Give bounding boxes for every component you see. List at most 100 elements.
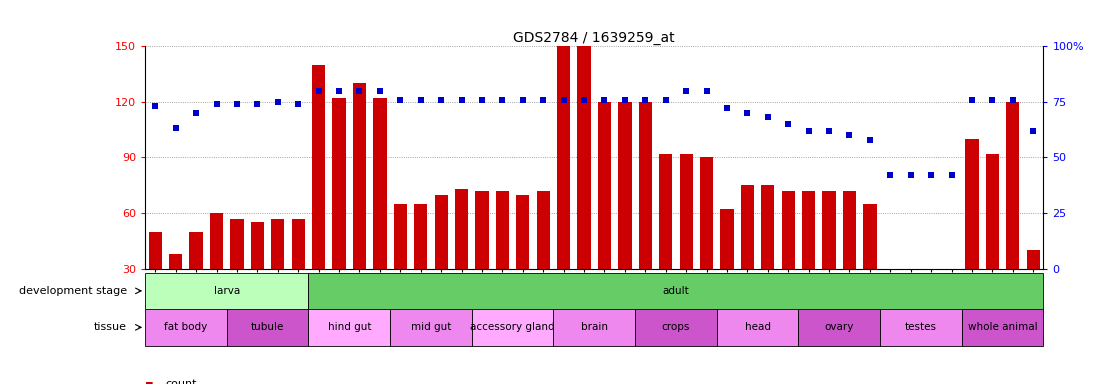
Bar	[965, 139, 979, 269]
Point	[657, 96, 675, 103]
Text: testes: testes	[905, 322, 937, 333]
Point	[943, 172, 961, 178]
Point	[473, 96, 491, 103]
Bar	[373, 98, 386, 269]
Text: accessory gland: accessory gland	[470, 322, 555, 333]
Point	[840, 132, 858, 138]
Point	[350, 88, 368, 94]
Bar	[210, 213, 223, 269]
Bar	[472, 309, 554, 346]
Point	[310, 88, 328, 94]
Point	[860, 137, 878, 143]
Bar	[577, 46, 590, 269]
Point	[1024, 127, 1042, 134]
Bar	[227, 309, 308, 346]
Point	[555, 96, 573, 103]
Point	[882, 172, 899, 178]
Bar	[1027, 250, 1040, 269]
Point	[575, 96, 593, 103]
Text: ovary: ovary	[825, 322, 854, 333]
Text: count: count	[165, 379, 196, 384]
Bar	[924, 269, 937, 306]
Bar	[802, 191, 816, 269]
Bar	[598, 102, 612, 269]
Bar	[554, 309, 635, 346]
Point	[208, 101, 225, 107]
Point	[800, 127, 818, 134]
Bar	[700, 157, 713, 269]
Point	[922, 172, 940, 178]
Point	[146, 103, 164, 109]
Point	[739, 110, 757, 116]
Bar	[434, 195, 448, 269]
Bar	[798, 309, 881, 346]
Bar	[333, 98, 346, 269]
Point	[371, 88, 388, 94]
Bar	[945, 269, 959, 302]
Bar	[496, 191, 509, 269]
Text: fat body: fat body	[164, 322, 208, 333]
Point	[289, 101, 307, 107]
Bar	[660, 154, 672, 269]
Text: brain: brain	[580, 322, 608, 333]
Point	[759, 114, 777, 121]
Point	[902, 172, 920, 178]
Bar	[864, 204, 876, 269]
Point	[636, 96, 654, 103]
Bar	[761, 185, 775, 269]
Point	[596, 96, 614, 103]
Point	[616, 96, 634, 103]
Point	[453, 96, 471, 103]
Bar	[312, 65, 325, 269]
Bar	[353, 83, 366, 269]
Bar	[190, 232, 203, 269]
Point	[187, 110, 205, 116]
Point	[249, 101, 267, 107]
Text: hind gut: hind gut	[327, 322, 371, 333]
Text: crops: crops	[662, 322, 690, 333]
Point	[269, 99, 287, 105]
Bar	[145, 273, 308, 309]
Point	[493, 96, 511, 103]
Point	[1004, 96, 1022, 103]
Text: development stage: development stage	[19, 286, 127, 296]
Bar	[271, 219, 285, 269]
Point	[412, 96, 430, 103]
Bar	[618, 102, 632, 269]
Point	[698, 88, 715, 94]
Point	[432, 96, 450, 103]
Point	[677, 88, 695, 94]
Text: tubule: tubule	[251, 322, 285, 333]
Bar	[475, 191, 489, 269]
Bar	[716, 309, 798, 346]
Bar	[394, 204, 407, 269]
Point	[513, 96, 531, 103]
Bar	[904, 269, 917, 302]
Bar	[455, 189, 469, 269]
Text: larva: larva	[213, 286, 240, 296]
Bar	[230, 219, 243, 269]
Bar	[251, 222, 264, 269]
Bar	[962, 309, 1043, 346]
Text: tissue: tissue	[94, 322, 127, 333]
Bar	[148, 232, 162, 269]
Bar	[638, 102, 652, 269]
Bar	[557, 42, 570, 269]
Bar	[985, 154, 999, 269]
Bar	[308, 309, 391, 346]
Point	[963, 96, 981, 103]
Bar	[881, 309, 962, 346]
Bar	[741, 185, 754, 269]
Bar	[308, 273, 1043, 309]
Point	[535, 96, 552, 103]
Bar	[720, 209, 733, 269]
Bar	[843, 191, 856, 269]
Bar	[145, 309, 227, 346]
Bar	[291, 219, 305, 269]
Bar	[680, 154, 693, 269]
Point	[820, 127, 838, 134]
Text: adult: adult	[663, 286, 690, 296]
Text: mid gut: mid gut	[411, 322, 451, 333]
Point	[228, 101, 246, 107]
Text: ■: ■	[146, 379, 153, 384]
